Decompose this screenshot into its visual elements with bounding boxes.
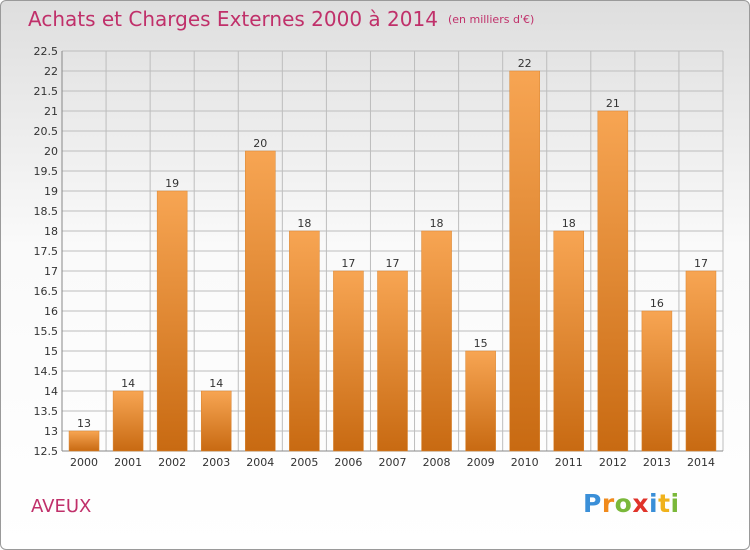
y-tick-label: 15	[44, 345, 58, 358]
y-tick-label: 15.5	[34, 325, 59, 338]
y-tick-label: 13.5	[34, 405, 59, 418]
logo-letter: x	[632, 489, 649, 518]
x-tick-label: 2014	[687, 456, 715, 469]
logo-letter: P	[583, 489, 602, 518]
y-tick-label: 21.5	[34, 85, 59, 98]
x-tick-label: 2009	[467, 456, 495, 469]
bar-2011	[553, 230, 585, 452]
y-tick-label: 14	[44, 385, 58, 398]
data-labels: 13 14 19 14 20 18 17 17 18 15 22 18 21 16 17	[77, 57, 708, 430]
bar-2007	[377, 270, 408, 452]
bar-2004	[245, 150, 276, 452]
x-tick-label: 2005	[290, 456, 318, 469]
data-label: 17	[341, 257, 355, 270]
y-tick-label: 19	[44, 185, 58, 198]
x-tick-label: 2008	[423, 456, 451, 469]
data-label: 17	[694, 257, 708, 270]
logo-letter: t	[658, 489, 671, 518]
proxiti-logo: Proxiti	[583, 489, 680, 518]
bar-2014	[685, 270, 717, 452]
bar-2002	[156, 190, 188, 452]
x-tick-label: 2010	[511, 456, 539, 469]
y-tick-label: 20.5	[34, 125, 59, 138]
data-label: 21	[606, 97, 620, 110]
y-tick-label: 14.5	[34, 365, 59, 378]
x-tick-label: 2002	[158, 456, 186, 469]
y-tick-label: 16.5	[34, 285, 59, 298]
bar-2005	[289, 230, 320, 452]
data-label: 18	[297, 217, 311, 230]
y-tick-labels: 12.5 13 13.5 14 14.5 15 15.5 16 16.5 17 17.5 18 18.5…	[34, 45, 59, 458]
chart-title-block: Achats et Charges Externes 2000 à 2014 (e…	[28, 7, 534, 31]
bar-2012	[597, 110, 629, 452]
data-label: 18	[430, 217, 444, 230]
y-tick-label: 20	[44, 145, 58, 158]
logo-letter: o	[614, 489, 633, 518]
x-tick-label: 2006	[334, 456, 362, 469]
y-tick-label: 18	[44, 225, 58, 238]
data-label: 17	[386, 257, 400, 270]
bar-2001	[112, 390, 144, 452]
commune-name: AVEUX	[31, 496, 92, 517]
y-tick-label: 19.5	[34, 165, 59, 178]
data-label: 19	[165, 177, 179, 190]
y-tick-label: 13	[44, 425, 58, 438]
logo-letter: i	[670, 489, 680, 518]
data-label: 18	[562, 217, 576, 230]
data-label: 13	[77, 417, 91, 430]
x-tick-label: 2000	[70, 456, 98, 469]
logo-letter: i	[649, 489, 659, 518]
x-tick-label: 2013	[643, 456, 671, 469]
logo-letter: r	[601, 489, 615, 518]
data-label: 14	[209, 377, 223, 390]
bar-2010	[509, 70, 540, 452]
x-tick-label: 2007	[379, 456, 407, 469]
bar-2006	[333, 270, 364, 452]
bar-2009	[465, 350, 496, 452]
x-tick-label: 2003	[202, 456, 230, 469]
y-tick-label: 17	[44, 265, 58, 278]
y-tick-label: 16	[44, 305, 58, 318]
y-tick-label: 12.5	[34, 445, 59, 458]
y-tick-label: 22	[44, 65, 58, 78]
x-tick-labels: 2000 2001 2002 2003 2004 2005 2006 2007 2008 2009…	[70, 456, 715, 469]
data-label: 16	[650, 297, 664, 310]
bar-2008	[421, 230, 452, 452]
y-tick-label: 21	[44, 105, 58, 118]
data-label: 22	[518, 57, 532, 70]
chart-title: Achats et Charges Externes 2000 à 2014	[28, 7, 438, 31]
chart-subtitle: (en milliers d'€)	[447, 13, 535, 26]
bar-2013	[641, 310, 673, 452]
bar-2000	[68, 430, 100, 452]
y-tick-label: 17.5	[34, 245, 59, 258]
y-tick-label: 22.5	[34, 45, 59, 58]
x-tick-label: 2004	[246, 456, 274, 469]
y-tick-label: 18.5	[34, 205, 59, 218]
data-label: 15	[474, 337, 488, 350]
data-label: 14	[121, 377, 135, 390]
bars	[68, 70, 717, 452]
data-label: 20	[253, 137, 267, 150]
bar-2003	[200, 390, 232, 452]
x-tick-label: 2001	[114, 456, 142, 469]
x-tick-label: 2012	[599, 456, 627, 469]
x-tick-label: 2011	[555, 456, 583, 469]
